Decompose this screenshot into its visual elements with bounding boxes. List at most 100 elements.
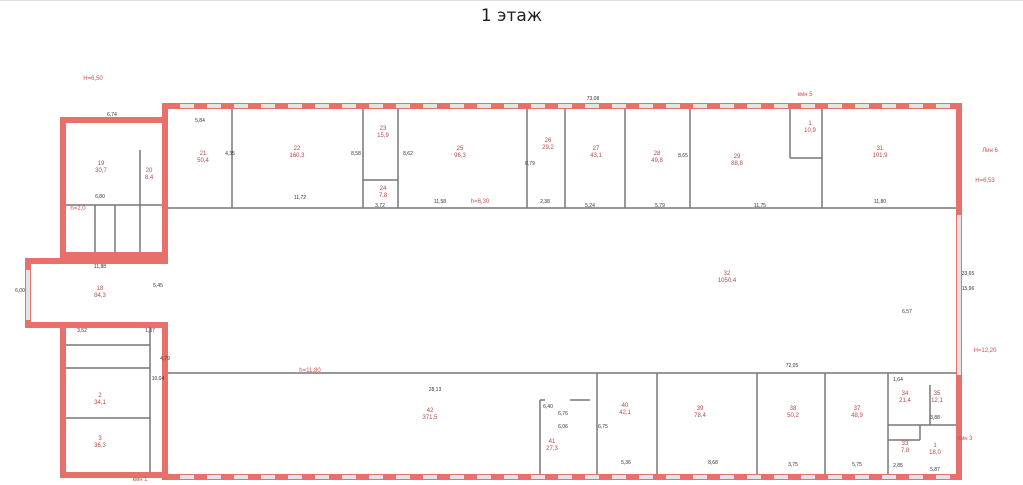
room-number: 40 (622, 403, 629, 409)
wall-segment (162, 373, 168, 480)
dimension-labels: 6,74 5,84 73,08 11,72 3,72 11,58 2,38 5,24 5,79 1… (15, 96, 974, 473)
room-area: 50,2 (787, 413, 799, 419)
dimension-label: 6,06 (558, 424, 568, 430)
room-number: 1 (933, 443, 937, 449)
dimension-label: 11,75 (754, 203, 766, 209)
dimension-label: 1,37 (145, 328, 155, 334)
room-area: 12,1 (931, 398, 943, 404)
annotation-notes: H=6,50 h=2,0 кмн 5 H=6,53 h=6,30 h=11,80 H=12,… (70, 76, 998, 483)
window (180, 475, 194, 479)
window (882, 475, 896, 479)
room-area: 42,1 (619, 410, 631, 416)
room-number: 37 (854, 406, 861, 412)
window (396, 104, 410, 108)
window (369, 104, 383, 108)
annotation-note: h=2,0 (70, 206, 86, 212)
wall-segment (25, 322, 168, 328)
room-area: 160,3 (289, 153, 305, 159)
room-number: 28 (654, 151, 661, 157)
exterior-walls (25, 103, 962, 480)
annotation-note: кмн 1 (132, 477, 148, 483)
wall-segment (60, 472, 168, 478)
room-area: 27,3 (546, 446, 558, 452)
dimension-label: 72,05 (786, 363, 799, 369)
room-area: 84,3 (94, 293, 106, 299)
dimension-label: 6,00 (15, 288, 25, 294)
room-number: 33 (902, 441, 909, 447)
dimension-label: 28,13 (429, 387, 442, 393)
dimension-label: 5,75 (852, 462, 862, 468)
dimension-label: 11,72 (294, 195, 306, 201)
room-area: 1050,4 (718, 278, 737, 284)
room-number: 23 (380, 126, 387, 132)
window (585, 104, 599, 108)
window (234, 475, 248, 479)
dimension-label: 11,88 (94, 264, 106, 270)
dimension-label: 6,76 (558, 411, 568, 417)
dimension-label: 10,04 (152, 376, 165, 382)
annotation-note: H=6,50 (83, 76, 103, 82)
room-number: 31 (877, 146, 884, 152)
wall-segment (60, 117, 66, 262)
window (774, 475, 788, 479)
window (693, 104, 707, 108)
room-area: 48,9 (851, 413, 863, 419)
dimension-label: 2,38 (540, 199, 550, 205)
window (855, 104, 869, 108)
room-number: 41 (549, 439, 556, 445)
room-number: 18 (97, 286, 104, 292)
dimension-label: 3,75 (788, 462, 798, 468)
window (477, 104, 491, 108)
annotation-note: H=12,20 (974, 348, 998, 354)
window (504, 104, 518, 108)
window (423, 104, 437, 108)
dimension-label: 5,87 (930, 467, 940, 473)
window (828, 104, 842, 108)
window (288, 104, 302, 108)
dimension-label: 6,80 (95, 194, 105, 200)
dimension-label: 5,45 (153, 283, 163, 289)
dimension-label: 3,72 (375, 203, 385, 209)
window (369, 475, 383, 479)
room-area: 78,4 (694, 413, 706, 419)
annotation-note: H=6,53 (975, 178, 995, 184)
window (957, 215, 961, 375)
wall-segment (25, 258, 168, 264)
room-area: 88,8 (731, 161, 743, 167)
window (342, 104, 356, 108)
window (558, 104, 572, 108)
window (504, 475, 518, 479)
window (261, 104, 275, 108)
wall-segment (60, 252, 168, 258)
window (801, 475, 815, 479)
window (26, 270, 30, 320)
room-area: 15,9 (377, 133, 389, 139)
room-number: 20 (146, 168, 153, 174)
dimension-label: 4,35 (225, 151, 235, 157)
room-number: 29 (734, 154, 741, 160)
dimension-label: 4,79 (160, 356, 170, 362)
dimension-label: 8,79 (525, 161, 535, 167)
room-area: 96,3 (454, 153, 466, 159)
dimension-label: 15,96 (962, 286, 975, 292)
window (909, 475, 923, 479)
dimension-label: 8,65 (678, 153, 688, 159)
room-number: 19 (98, 161, 105, 167)
room-number: 1 (808, 121, 812, 127)
room-area: 371,5 (422, 415, 438, 421)
room-area: 101,9 (872, 153, 888, 159)
dimension-label: 5,24 (585, 203, 595, 209)
dimension-label: 11,58 (434, 199, 446, 205)
dimension-label: 6,57 (902, 309, 912, 315)
room-area: 21,4 (899, 398, 911, 404)
room-number: 25 (457, 146, 464, 152)
room-area: 36,3 (94, 443, 106, 449)
wall-segment (162, 103, 168, 263)
window (207, 104, 221, 108)
window (909, 104, 923, 108)
wall-segment (60, 117, 168, 123)
dimension-label: 3,88 (930, 415, 940, 421)
dimension-label: 73,08 (587, 96, 600, 102)
room-area: 10,9 (804, 128, 816, 134)
room-number: 24 (380, 186, 387, 192)
